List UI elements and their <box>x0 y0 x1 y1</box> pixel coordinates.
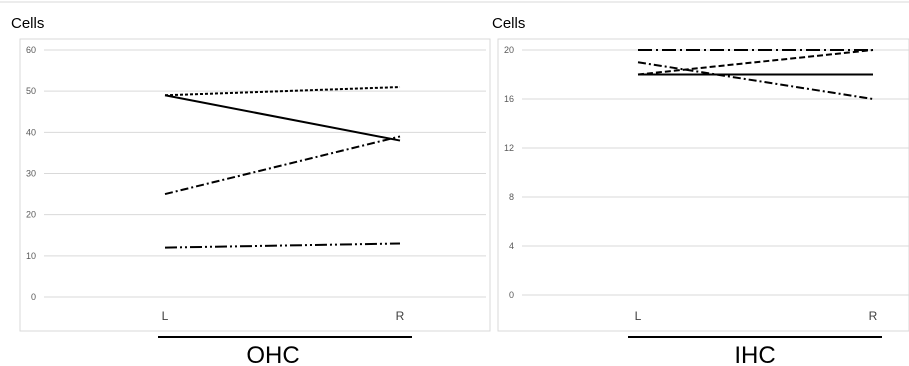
series-line-4 <box>164 242 401 249</box>
y-tick-label: 50 <box>26 86 36 96</box>
group-label: OHC <box>246 342 299 366</box>
y-axis-label: Cells <box>492 15 525 32</box>
y-axis-label: Cells <box>11 15 44 32</box>
y-tick-label: 0 <box>509 290 514 300</box>
y-tick-label: 20 <box>26 210 36 220</box>
x-category-label: R <box>869 309 878 323</box>
series-line-1 <box>164 94 401 142</box>
x-category-label: R <box>396 309 405 323</box>
chart-frame <box>497 38 909 332</box>
series-line-3 <box>637 61 874 100</box>
y-tick-label: 40 <box>26 127 36 137</box>
x-category-label: L <box>162 309 169 323</box>
y-tick-label: 4 <box>509 241 514 251</box>
series-line-2 <box>637 49 874 76</box>
y-tick-label: 12 <box>504 143 514 153</box>
y-tick-label: 10 <box>26 251 36 261</box>
y-tick-label: 30 <box>26 169 36 179</box>
y-tick-label: 0 <box>31 292 36 302</box>
x-category-label: L <box>635 309 642 323</box>
y-tick-label: 60 <box>26 45 36 55</box>
series-line-3 <box>164 135 401 196</box>
group-label: IHC <box>734 342 775 366</box>
y-tick-label: 16 <box>504 94 514 104</box>
y-tick-label: 20 <box>504 45 514 55</box>
series-line-2 <box>164 86 401 97</box>
y-tick-label: 8 <box>509 192 514 202</box>
chart-frame <box>19 38 491 332</box>
